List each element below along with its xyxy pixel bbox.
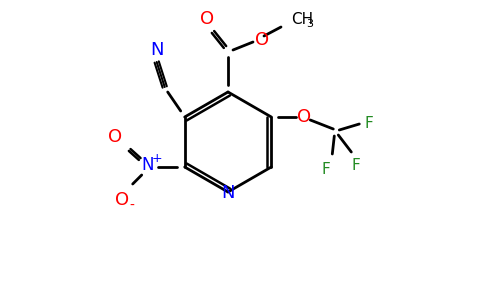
Text: N: N [150, 41, 164, 59]
Text: O: O [297, 108, 311, 126]
Text: F: F [352, 158, 361, 172]
Text: O: O [200, 10, 214, 28]
Text: -: - [129, 199, 134, 213]
Text: +: + [151, 152, 162, 164]
Text: F: F [365, 116, 374, 131]
Text: 3: 3 [306, 19, 313, 29]
Text: O: O [255, 31, 269, 49]
Text: N: N [141, 156, 154, 174]
Text: O: O [107, 128, 122, 146]
Text: F: F [322, 163, 331, 178]
Text: CH: CH [291, 13, 313, 28]
Text: O: O [115, 191, 129, 209]
Text: N: N [221, 184, 235, 202]
